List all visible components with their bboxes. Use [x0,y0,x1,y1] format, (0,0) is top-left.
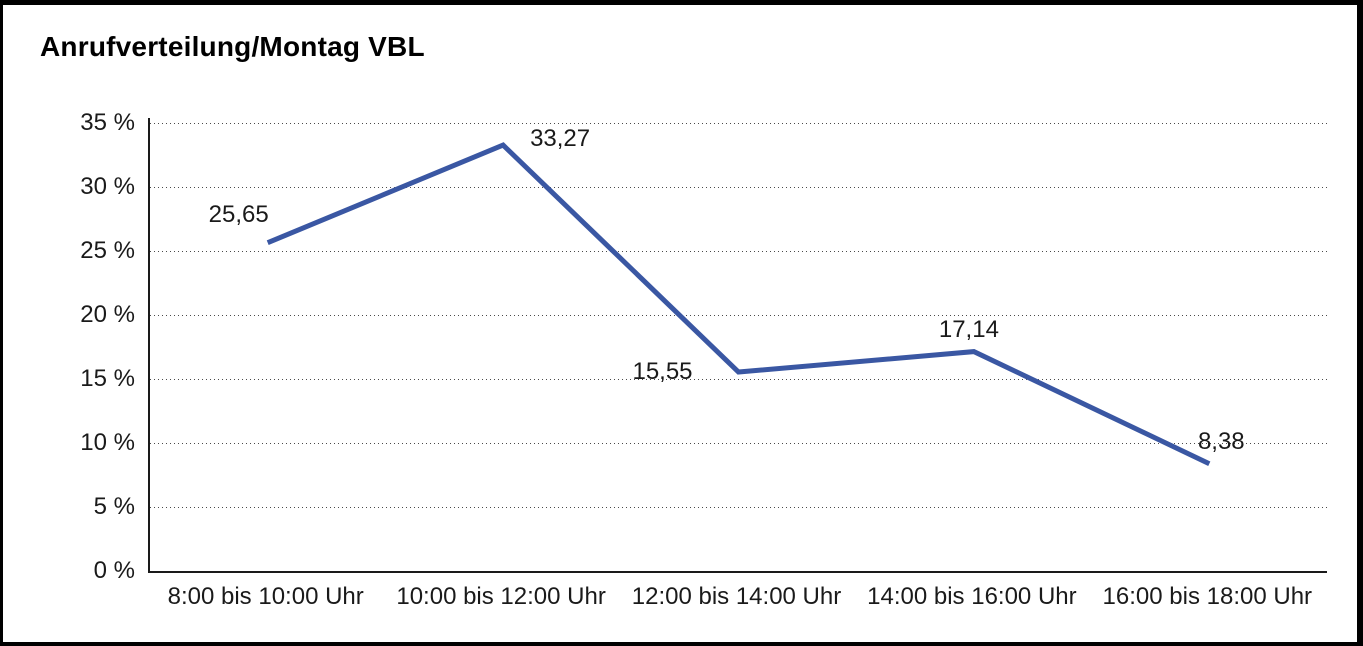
gridline [150,315,1327,316]
x-axis-label: 14:00 bis 16:00 Uhr [867,583,1077,610]
plot-area [148,118,1327,573]
x-axis-label: 10:00 bis 12:00 Uhr [396,583,606,610]
x-axis-label: 8:00 bis 10:00 Uhr [167,583,364,610]
gridline [150,187,1327,188]
gridline [150,251,1327,252]
gridline [150,379,1327,380]
data-label: 25,65 [208,200,269,228]
chart-title: Anrufverteilung/Montag VBL [40,31,425,62]
line-series [266,142,1211,466]
gridline [150,123,1327,124]
y-axis-tick-label: 5 % [93,493,135,520]
y-axis-tick-label: 0 % [93,557,135,584]
data-label: 8,38 [1197,427,1245,455]
y-axis-tick-label: 30 % [80,173,135,200]
y-axis-tick-label: 15 % [80,365,135,392]
series-line [266,142,1211,466]
data-label: 17,14 [938,315,999,343]
y-axis-tick-label: 10 % [80,429,135,456]
y-axis-tick-label: 35 % [80,109,135,136]
y-axis-tick-label: 25 % [80,237,135,264]
y-axis-tick-label: 20 % [80,301,135,328]
x-axis-label: 16:00 bis 18:00 Uhr [1102,583,1313,610]
gridline [150,443,1327,444]
gridline [150,507,1327,508]
data-label: 15,55 [632,357,693,385]
data-label: 33,27 [530,125,591,153]
x-axis-label: 12:00 bis 14:00 Uhr [631,583,842,610]
